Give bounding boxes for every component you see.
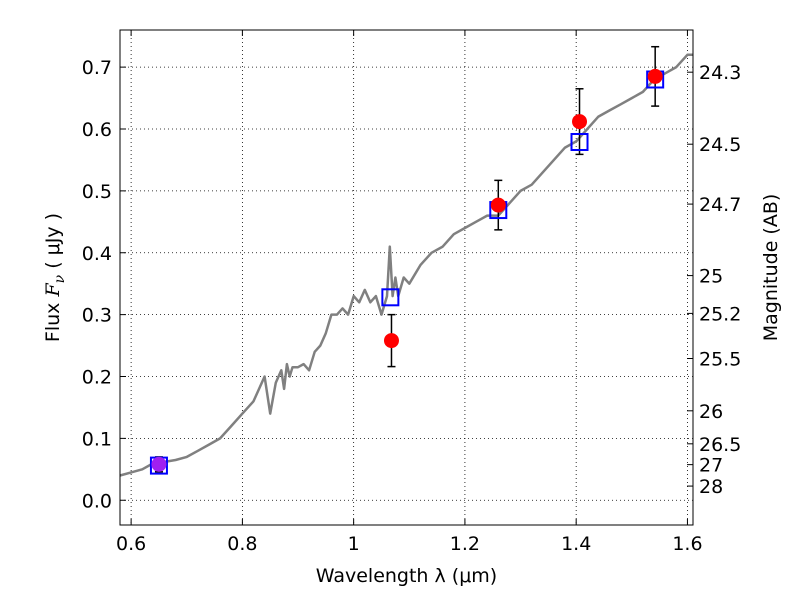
y-axis-title-left: Flux Fν ( μJy ) xyxy=(42,213,68,342)
errorbar-series xyxy=(154,45,660,473)
observed-point xyxy=(151,456,167,472)
axis-ticks: 0.6 0.8 1 1.2 1.4 1.6 0.0 0.1 0.2 0.3 0.4 0.5 0.6 0.7… xyxy=(82,30,741,555)
mag-tick-label: 28 xyxy=(699,476,723,498)
x-tick-label: 0.8 xyxy=(227,533,257,555)
y-axis-title-symbol: F xyxy=(42,283,64,298)
mag-tick-label: 26 xyxy=(699,401,723,423)
observed-point xyxy=(647,68,663,84)
spectrum-line xyxy=(119,53,693,477)
mag-tick-label: 24.7 xyxy=(699,194,741,216)
x-tick-label: 1.2 xyxy=(450,533,480,555)
grid-lines xyxy=(120,30,693,525)
y-tick-label: 0.1 xyxy=(82,428,112,450)
mag-tick-label: 26.5 xyxy=(699,434,741,456)
y-axis-title-prefix: Flux xyxy=(42,297,64,343)
model-square xyxy=(570,132,589,151)
y-tick-label: 0.3 xyxy=(82,305,112,327)
y-axis-title-unit: ( μJy ) xyxy=(42,213,64,275)
y-tick-label: 0.0 xyxy=(82,490,112,512)
spectrum-series xyxy=(119,53,693,477)
x-axis-title: Wavelength λ (μm) xyxy=(316,565,497,587)
mag-tick-label: 27 xyxy=(699,455,723,477)
y-tick-label: 0.2 xyxy=(82,367,112,389)
plot-frame xyxy=(119,29,694,526)
x-tick-label: 1.4 xyxy=(561,533,591,555)
observed-point xyxy=(490,197,506,213)
mag-tick-label: 25.2 xyxy=(699,303,741,325)
marker-series xyxy=(149,68,665,475)
y-tick-label: 0.7 xyxy=(82,57,112,79)
x-tick-label: 1 xyxy=(348,533,360,555)
observed-point xyxy=(383,333,399,349)
mag-tick-label: 24.3 xyxy=(699,62,741,84)
mag-tick-label: 25.5 xyxy=(699,349,741,371)
y-tick-label: 0.5 xyxy=(82,181,112,203)
y-tick-label: 0.4 xyxy=(82,243,112,265)
observed-point xyxy=(572,114,588,130)
x-tick-label: 0.6 xyxy=(116,533,146,555)
model-square xyxy=(381,288,400,307)
y-axis-title-right: Magnitude (AB) xyxy=(760,194,782,342)
y-axis-title-subscript: ν xyxy=(52,274,68,283)
mag-tick-label: 25 xyxy=(699,266,723,288)
x-tick-label: 1.6 xyxy=(672,533,702,555)
mag-tick-label: 24.5 xyxy=(699,134,741,156)
y-tick-label: 0.6 xyxy=(82,119,112,141)
